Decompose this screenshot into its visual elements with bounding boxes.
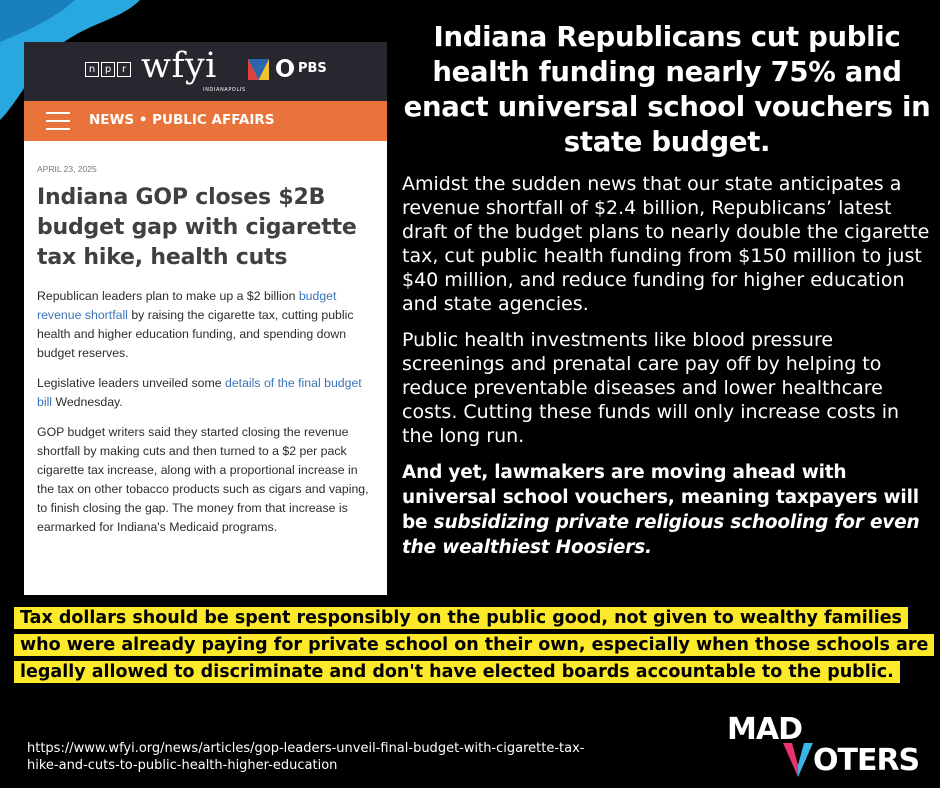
budget-bill-link[interactable]: details of the final budget bill	[37, 376, 362, 409]
wfyi-logo-city: INDIANAPOLIS	[203, 87, 246, 93]
callout-text: Tax dollars should be spent responsibly …	[14, 607, 935, 683]
npr-logo: n p r	[85, 62, 131, 77]
section-navbar: NEWS • PUBLIC AFFAIRS	[24, 101, 387, 141]
corner-wave-decoration	[0, 0, 140, 120]
article-paragraph: GOP budget writers said they started clo…	[37, 425, 369, 534]
post-headline: Indiana Republicans cut public health fu…	[403, 21, 931, 158]
body-paragraph: Amidst the sudden news that our state an…	[402, 173, 930, 315]
mad-voters-logo: MAD OTERS	[727, 712, 920, 778]
pbs-logo: PBS	[276, 59, 327, 77]
section-label[interactable]: NEWS • PUBLIC AFFAIRS	[89, 112, 275, 128]
pbs-head-icon	[276, 59, 294, 77]
menu-icon[interactable]	[46, 112, 70, 130]
logo-v-icon	[783, 743, 813, 777]
post-body: Amidst the sudden news that our state an…	[402, 172, 934, 572]
body-paragraph: Public health investments like blood pre…	[402, 329, 900, 447]
wfyi-header: n p r wfyi INDIANAPOLIS PBS	[24, 42, 387, 101]
callout-box: Tax dollars should be spent responsibly …	[14, 605, 935, 686]
article-screenshot: n p r wfyi INDIANAPOLIS PBS NEWS • PUBLI…	[24, 42, 387, 595]
article-paragraph: Republican leaders plan to make up a $2 …	[37, 289, 354, 360]
body-paragraph-emphasis: And yet, lawmakers are moving ahead with…	[402, 462, 920, 558]
source-url[interactable]: https://www.wfyi.org/news/articles/gop-l…	[27, 741, 585, 773]
wfyi-mark-icon	[248, 59, 269, 80]
article-paragraph: Legislative leaders unveiled some detail…	[37, 376, 362, 409]
article-headline: Indiana GOP closes $2B budget gap with c…	[37, 185, 357, 270]
budget-shortfall-link[interactable]: budget revenue shortfall	[37, 289, 337, 322]
article-date: APRIL 23, 2025	[37, 164, 97, 174]
wfyi-logo-text: wfyi	[141, 46, 217, 86]
